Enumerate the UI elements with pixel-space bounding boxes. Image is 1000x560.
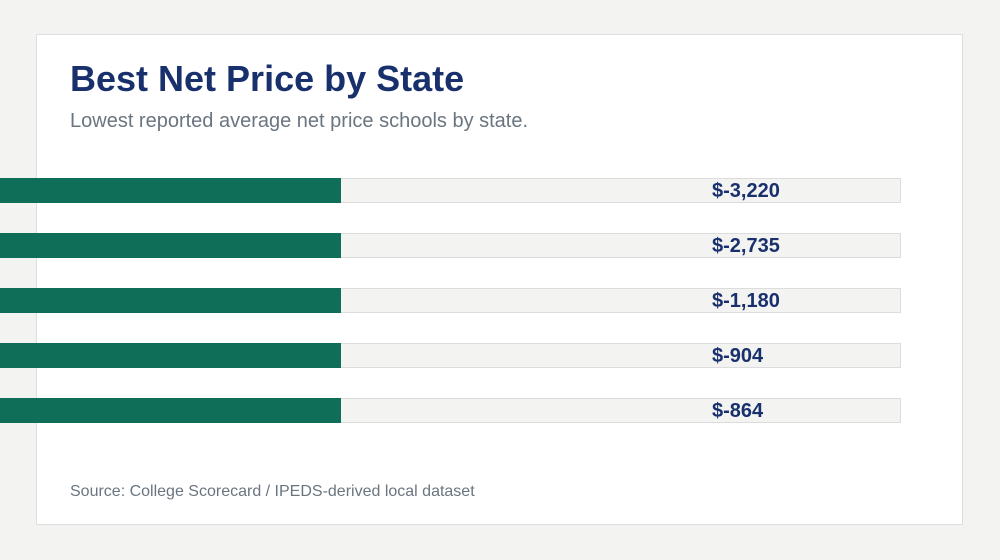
bar-row: $-864 bbox=[0, 398, 901, 423]
page-title: Best Net Price by State bbox=[70, 58, 465, 99]
bar-value-label: $-1,180 bbox=[712, 290, 780, 312]
bar-value-label: $-2,735 bbox=[712, 235, 780, 257]
bar-row: $-904 bbox=[0, 343, 901, 368]
bar bbox=[0, 343, 341, 368]
bar-row: $-3,220 bbox=[0, 178, 901, 203]
bar-row: $-1,180 bbox=[0, 288, 901, 313]
bar bbox=[0, 398, 341, 423]
page-subtitle: Lowest reported average net price school… bbox=[70, 110, 529, 132]
source-note: Source: College Scorecard / IPEDS-derive… bbox=[70, 483, 475, 500]
bar bbox=[0, 233, 341, 258]
chart-card bbox=[36, 34, 963, 525]
bar-value-label: $-864 bbox=[712, 400, 764, 422]
bar-value-label: $-904 bbox=[712, 345, 764, 367]
bar-value-label: $-3,220 bbox=[712, 180, 780, 202]
bar-row: $-2,735 bbox=[0, 233, 901, 258]
bar bbox=[0, 288, 341, 313]
bar bbox=[0, 178, 341, 203]
